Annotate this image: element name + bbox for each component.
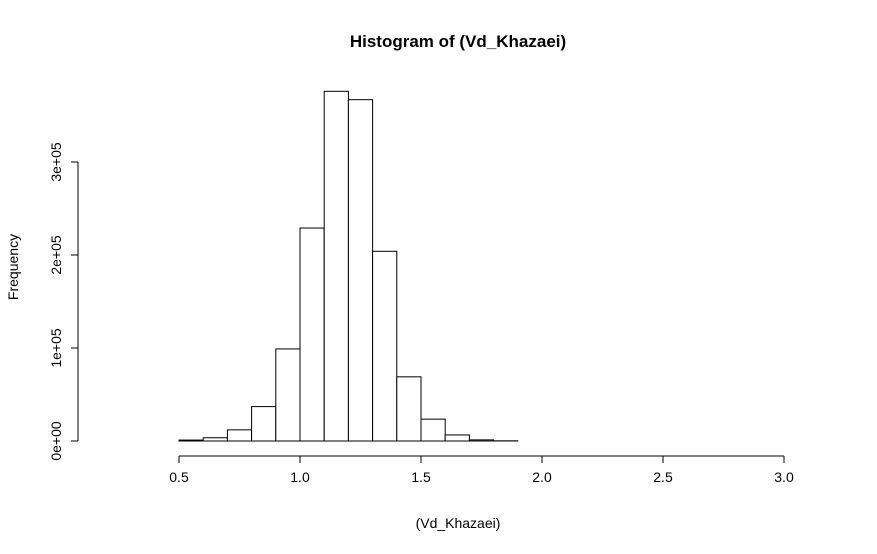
y-tick-label: 2e+05 [48, 235, 64, 275]
histogram-bars [178, 90, 519, 442]
y-axis-label: Frequency [5, 234, 21, 300]
y-tick-label: 0e+00 [48, 421, 64, 461]
x-tick-label: 1.5 [411, 469, 431, 485]
histogram-bar [444, 434, 470, 442]
histogram-bar [468, 439, 495, 442]
histogram-bar [323, 90, 349, 442]
histogram-bar [420, 418, 446, 442]
y-tick-label: 3e+05 [48, 142, 64, 182]
histogram-bar [202, 437, 228, 442]
histogram-bar [275, 348, 301, 442]
chart-title: Histogram of (Vd_Khazaei) [350, 32, 566, 51]
x-tick-label: 2.0 [532, 469, 552, 485]
histogram-bar [372, 250, 398, 442]
x-tick-label: 1.0 [290, 469, 310, 485]
histogram-bar [178, 439, 204, 442]
y-tick-label: 1e+05 [48, 328, 64, 368]
y-axis: 0e+00 1e+05 2e+05 3e+05 [48, 142, 79, 461]
x-tick-label: 3.0 [774, 469, 794, 485]
histogram-bar [299, 227, 325, 442]
histogram-bar [251, 406, 277, 442]
histogram-bar [226, 429, 253, 442]
x-tick-label: 2.5 [653, 469, 673, 485]
x-tick-label: 0.5 [169, 469, 189, 485]
histogram-bar [347, 99, 374, 442]
x-axis: 0.5 1.0 1.5 2.0 2.5 3.0 [169, 455, 794, 485]
x-axis-label: (Vd_Khazaei) [416, 515, 501, 531]
histogram-bar [396, 376, 422, 442]
